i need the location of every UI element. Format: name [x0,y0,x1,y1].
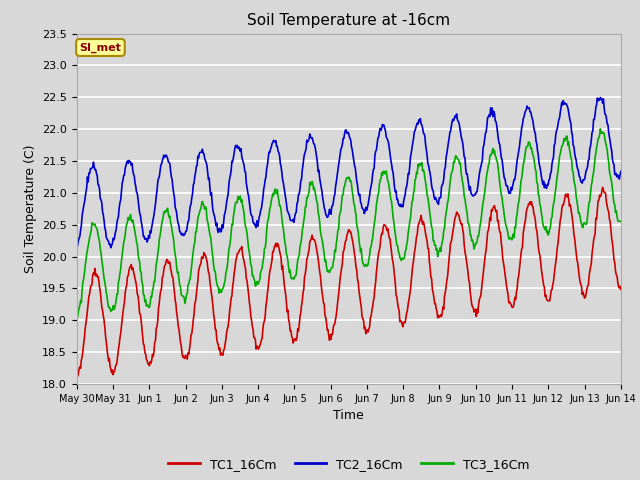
TC3_16Cm [74,315,81,321]
TC2_16Cm [596,95,604,100]
TC3_16Cm [431,242,439,248]
Text: SI_met: SI_met [79,42,122,53]
TC2_16Cm [617,168,625,174]
TC1_16Cm [599,184,607,190]
TC1_16Cm [195,268,202,274]
Title: Soil Temperature at -16cm: Soil Temperature at -16cm [247,13,451,28]
TC3_16Cm [416,161,424,167]
TC3_16Cm [596,126,604,132]
TC3_16Cm [617,219,625,225]
Line: TC1_16Cm: TC1_16Cm [77,187,621,376]
TC2_16Cm [223,195,231,201]
TC1_16Cm [617,287,625,292]
TC1_16Cm [73,372,81,377]
TC3_16Cm [195,212,202,218]
TC1_16Cm [84,308,92,313]
TC3_16Cm [73,314,81,320]
TC2_16Cm [107,245,115,251]
TC2_16Cm [83,186,90,192]
TC3_16Cm [223,263,231,268]
X-axis label: Time: Time [333,409,364,422]
TC1_16Cm [431,300,439,306]
TC1_16Cm [140,341,147,347]
TC2_16Cm [73,245,81,251]
TC1_16Cm [416,218,424,224]
Line: TC2_16Cm: TC2_16Cm [77,97,621,248]
TC1_16Cm [74,373,81,379]
TC1_16Cm [223,326,231,332]
TC3_16Cm [84,247,92,253]
TC2_16Cm [431,194,439,200]
Line: TC3_16Cm: TC3_16Cm [77,129,621,318]
TC3_16Cm [140,292,147,298]
Y-axis label: Soil Temperature (C): Soil Temperature (C) [24,144,36,273]
TC2_16Cm [416,119,424,124]
TC2_16Cm [195,155,202,160]
Legend: TC1_16Cm, TC2_16Cm, TC3_16Cm: TC1_16Cm, TC2_16Cm, TC3_16Cm [163,453,534,476]
TC2_16Cm [140,234,147,240]
